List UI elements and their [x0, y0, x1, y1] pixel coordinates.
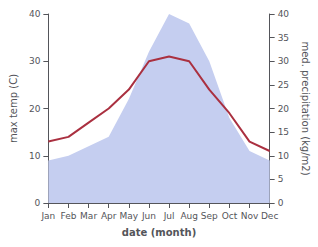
svg-text:40: 40 [278, 9, 290, 19]
svg-text:Apr: Apr [101, 211, 117, 221]
svg-text:0: 0 [35, 198, 41, 208]
svg-text:5: 5 [278, 174, 284, 184]
svg-text:Sep: Sep [201, 211, 218, 221]
svg-text:30: 30 [278, 56, 290, 66]
svg-text:Oct: Oct [222, 211, 238, 221]
svg-text:Jan: Jan [40, 211, 55, 221]
svg-text:Jun: Jun [141, 211, 156, 221]
svg-text:May: May [120, 211, 139, 221]
svg-text:Jul: Jul [163, 211, 175, 221]
svg-text:Feb: Feb [61, 211, 77, 221]
svg-text:15: 15 [278, 127, 289, 137]
svg-text:40: 40 [29, 9, 41, 19]
svg-text:Aug: Aug [180, 211, 198, 221]
svg-text:date (month): date (month) [122, 227, 196, 238]
svg-text:Nov: Nov [241, 211, 259, 221]
svg-text:0: 0 [278, 198, 284, 208]
svg-text:med. precipitation (kg/m2): med. precipitation (kg/m2) [300, 41, 311, 175]
svg-text:Mar: Mar [80, 211, 97, 221]
svg-text:35: 35 [278, 33, 289, 43]
svg-text:Dec: Dec [261, 211, 278, 221]
svg-text:max temp (C): max temp (C) [8, 74, 19, 143]
svg-text:20: 20 [29, 104, 41, 114]
svg-text:20: 20 [278, 104, 290, 114]
svg-text:10: 10 [29, 151, 41, 161]
svg-text:25: 25 [278, 80, 289, 90]
svg-text:30: 30 [29, 56, 41, 66]
svg-text:10: 10 [278, 151, 290, 161]
